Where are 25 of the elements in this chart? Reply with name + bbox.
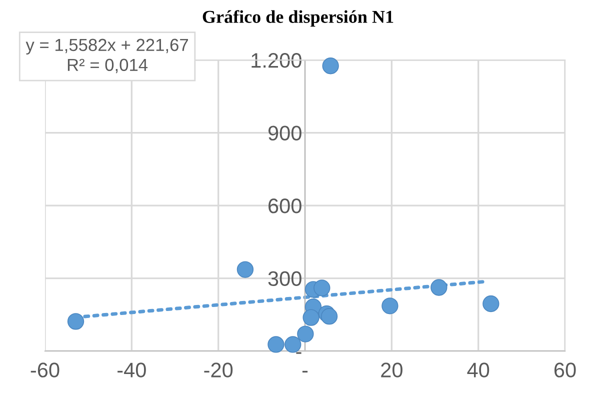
- x-tick-label: 40: [467, 362, 490, 378]
- x-tick-label: -60: [30, 362, 60, 378]
- y-tick-label: 300: [268, 271, 302, 286]
- point: [297, 326, 314, 342]
- point: [320, 308, 338, 325]
- chart-title: Gráfico de dispersión N1: [202, 10, 394, 27]
- y-tick-label: 900: [268, 126, 302, 141]
- x-tick-label: -20: [204, 362, 233, 378]
- point: [314, 280, 330, 296]
- point: [322, 58, 339, 74]
- x-tick-label: 60: [554, 362, 576, 378]
- x-tick-label: -40: [118, 362, 146, 378]
- point: [236, 261, 254, 278]
- point: [382, 298, 398, 314]
- text: y = 1,5582x + 221,67: [26, 38, 188, 55]
- x-tick-label: 20: [381, 362, 402, 378]
- point: [482, 295, 500, 312]
- point: [67, 313, 84, 330]
- point: [302, 309, 320, 326]
- point: [284, 336, 302, 353]
- point: [268, 336, 284, 353]
- point: [430, 279, 448, 296]
- annotation: R² = 0,014: [68, 58, 148, 74]
- y-tick-label: 600: [268, 198, 302, 214]
- y-tick-label: -: [296, 352, 302, 354]
